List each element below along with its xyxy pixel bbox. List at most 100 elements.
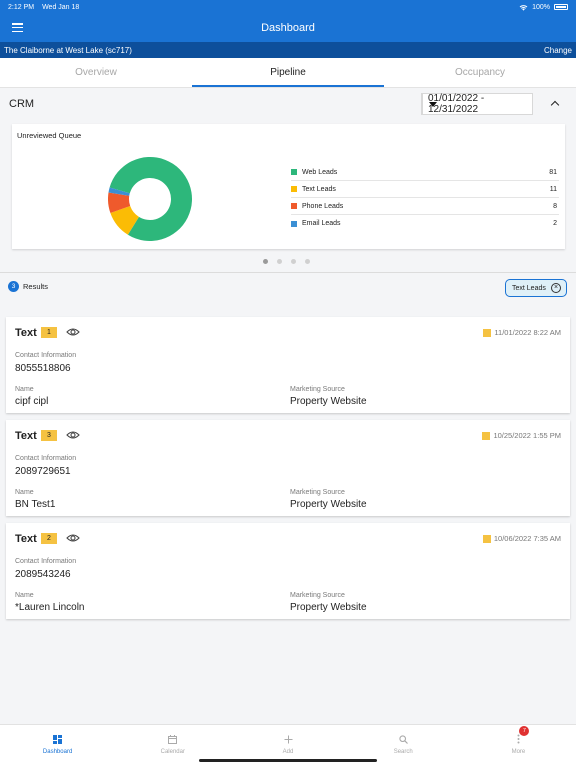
legend-label: Text Leads — [302, 185, 336, 193]
date-range-dropdown-button[interactable] — [422, 94, 442, 114]
legend-swatch-email — [291, 220, 297, 227]
caret-down-icon — [428, 101, 437, 107]
collapse-button[interactable] — [549, 99, 561, 110]
lead-date: 10/06/2022 7:35 AM — [482, 534, 561, 543]
contact-value: 8055518806 — [15, 363, 71, 374]
eye-icon[interactable] — [66, 533, 80, 543]
status-square-icon — [482, 431, 491, 440]
donut-slice-phone — [108, 192, 131, 213]
name-value: cipf cipl — [15, 396, 49, 407]
lead-card[interactable]: Text 3 10/25/2022 1:55 PM Contact Inform… — [6, 420, 570, 516]
lead-card[interactable]: Text 1 11/01/2022 8:22 AM Contact Inform… — [6, 317, 570, 413]
donut-slice-web — [109, 157, 192, 241]
more-icon — [517, 733, 520, 745]
legend-label: Web Leads — [302, 168, 338, 176]
chevron-up-icon — [550, 100, 560, 110]
nav-label: Calendar — [160, 749, 185, 755]
name-label: Name — [15, 489, 34, 496]
legend-row-text[interactable]: Text Leads 11 — [291, 181, 559, 198]
eye-icon[interactable] — [66, 327, 80, 337]
source-label: Marketing Source — [290, 592, 345, 599]
name-label: Name — [15, 592, 34, 599]
status-time: 2:12 PM — [8, 3, 35, 11]
legend-swatch-text — [291, 186, 297, 192]
nav-label: Dashboard — [42, 749, 73, 755]
status-right: 100% — [519, 4, 568, 11]
legend-swatch-web — [291, 169, 297, 175]
donut-slice-text — [110, 205, 139, 235]
contact-label: Contact Information — [15, 352, 77, 359]
lead-type: Text — [15, 327, 37, 339]
legend-count: 81 — [549, 168, 557, 176]
legend-row-web[interactable]: Web Leads 81 — [291, 164, 559, 181]
name-value: *Lauren Lincoln — [15, 602, 85, 613]
page-title: Dashboard — [261, 22, 315, 34]
nav-label: Search — [393, 749, 413, 755]
name-value: BN Test1 — [15, 499, 56, 510]
plus-icon — [284, 733, 293, 745]
source-value: Property Website — [290, 602, 367, 613]
lead-count-badge: 3 — [41, 430, 57, 441]
lead-type: Text — [15, 533, 37, 545]
tab-bar: Overview Pipeline Occupancy — [0, 58, 576, 88]
nav-more[interactable]: 7 More — [461, 725, 576, 768]
legend-label: Email Leads — [302, 220, 341, 227]
legend-count: 11 — [549, 185, 557, 193]
tab-overview[interactable]: Overview — [75, 67, 117, 78]
lead-date: 11/01/2022 8:22 AM — [483, 328, 561, 337]
eye-icon[interactable] — [66, 430, 80, 440]
pager-dot[interactable] — [291, 259, 296, 264]
calendar-icon — [168, 733, 178, 745]
legend-row-email[interactable]: Email Leads 2 — [291, 215, 559, 232]
nav-label: More — [511, 749, 526, 755]
tab-pipeline[interactable]: Pipeline — [192, 58, 384, 87]
legend-swatch-phone — [291, 203, 297, 209]
source-label: Marketing Source — [290, 489, 345, 496]
pager-dot[interactable] — [277, 259, 282, 264]
search-icon — [399, 733, 408, 745]
status-bar: 2:12 PM Wed Jan 18 100% — [0, 0, 576, 14]
filter-chip-label: Text Leads — [512, 284, 546, 292]
lead-date-text: 10/25/2022 1:55 PM — [493, 431, 561, 440]
lead-date-text: 10/06/2022 7:35 AM — [493, 534, 561, 543]
app-bar: Dashboard — [0, 14, 576, 42]
lead-card[interactable]: Text 2 10/06/2022 7:35 AM Contact Inform… — [6, 523, 570, 619]
legend-count: 8 — [553, 202, 557, 210]
lead-type: Text — [15, 430, 37, 442]
property-bar: The Claiborne at West Lake (sc717) Chang… — [0, 42, 576, 58]
pager-dot[interactable] — [263, 259, 268, 264]
lead-date: 10/25/2022 1:55 PM — [482, 431, 561, 440]
contact-label: Contact Information — [15, 558, 77, 565]
pager-dot[interactable] — [305, 259, 310, 264]
contact-label: Contact Information — [15, 455, 77, 462]
change-property-button[interactable]: Change — [543, 45, 572, 55]
results-count-badge: 3 — [8, 281, 19, 292]
close-icon[interactable]: × — [551, 283, 561, 293]
crm-title: CRM — [9, 98, 35, 110]
date-range-value: 01/01/2022 - 12/31/2022 — [428, 93, 485, 115]
nav-add[interactable]: Add — [230, 725, 345, 768]
nav-calendar[interactable]: Calendar — [115, 725, 230, 768]
menu-icon[interactable] — [12, 23, 23, 32]
filter-chip-text-leads[interactable]: Text Leads × — [505, 279, 567, 297]
tab-occupancy[interactable]: Occupancy — [454, 67, 506, 78]
source-value: Property Website — [290, 396, 367, 407]
results-summary: 3 Results — [8, 281, 48, 292]
queue-donut-chart — [108, 157, 192, 241]
lead-date-text: 11/01/2022 8:22 AM — [494, 328, 561, 337]
donut-slice-email — [108, 187, 130, 196]
date-range-select[interactable]: 01/01/2022 - 12/31/2022 — [421, 93, 533, 115]
nav-search[interactable]: Search — [346, 725, 461, 768]
source-label: Marketing Source — [290, 386, 345, 393]
home-indicator — [199, 759, 377, 762]
legend-row-phone[interactable]: Phone Leads 8 — [291, 198, 559, 215]
queue-legend: Web Leads 81 Text Leads 11 Phone Leads 8… — [291, 164, 559, 232]
property-name: The Claiborne at West Lake (sc717) — [4, 45, 132, 55]
legend-label: Phone Leads — [302, 202, 344, 210]
lead-count-badge: 1 — [41, 327, 57, 338]
divider — [0, 272, 576, 273]
nav-dashboard[interactable]: Dashboard — [0, 725, 115, 768]
bottom-nav: Dashboard Calendar Add Search 7 More — [0, 724, 576, 768]
results-label: Results — [23, 282, 49, 291]
crm-header: CRM 01/01/2022 - 12/31/2022 — [0, 90, 576, 118]
